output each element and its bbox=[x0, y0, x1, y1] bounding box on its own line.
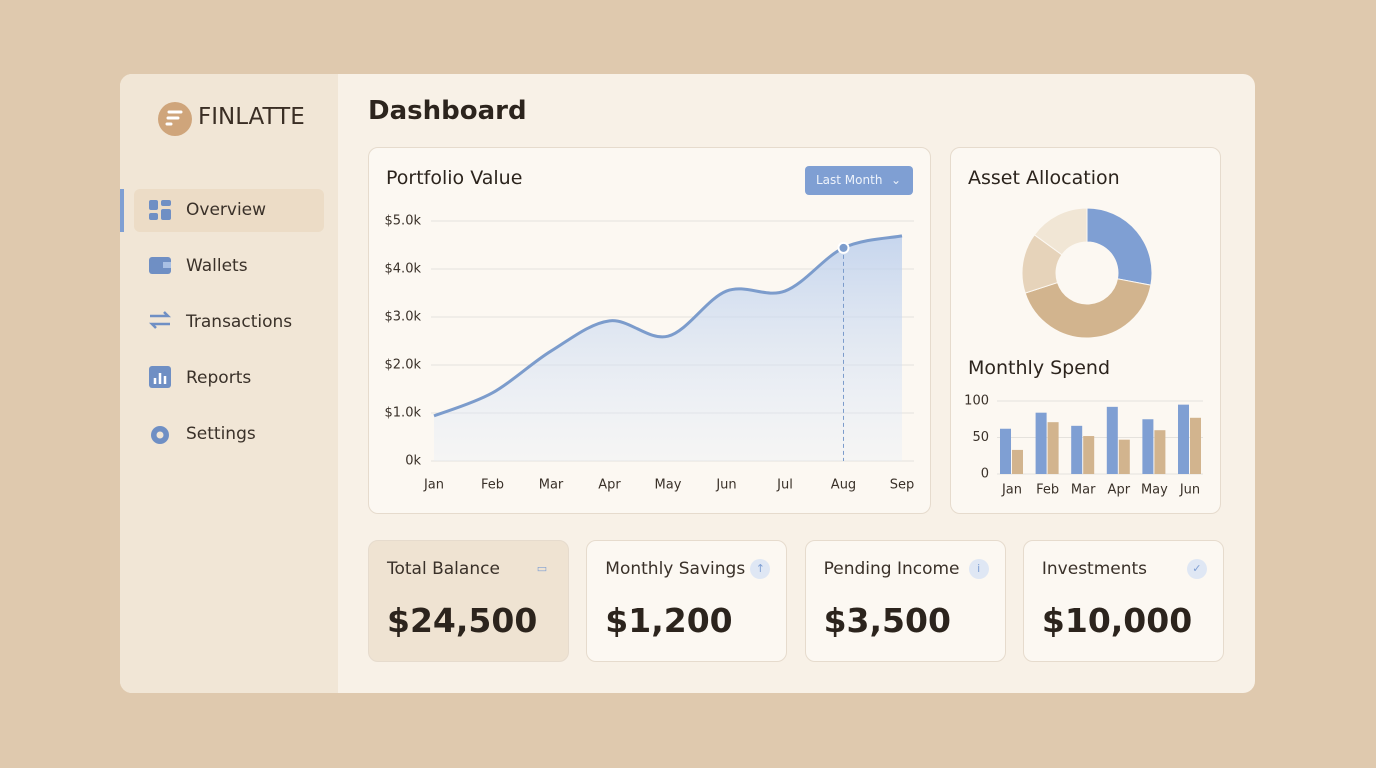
bar bbox=[1142, 419, 1154, 474]
side-charts: 0 50 100 Jan Feb Mar Apr May Jun bbox=[964, 207, 1203, 498]
allocation-card: Asset Allocation Monthly Spend 0 50 100 Jan… bbox=[950, 147, 1221, 514]
bar bbox=[1106, 406, 1118, 474]
y-tick-label: $4.0k bbox=[385, 262, 422, 277]
y-tick-label: 100 bbox=[964, 394, 989, 409]
nav-item[interactable]: Wallets bbox=[186, 256, 248, 276]
x-tick-label: Apr bbox=[1108, 483, 1131, 498]
kpi-value: $10,000 bbox=[1041, 601, 1193, 640]
bar bbox=[1190, 417, 1201, 474]
kpi-label: Total Balance bbox=[387, 559, 500, 579]
x-tick-label: Feb bbox=[1036, 483, 1059, 498]
pie-slice bbox=[1024, 278, 1152, 339]
bar bbox=[1071, 425, 1083, 474]
bar bbox=[1083, 436, 1095, 474]
app-window: FINLATTE Overview Wallets Transactions R… bbox=[120, 74, 1255, 693]
x-tick-label: Jun bbox=[1179, 483, 1200, 498]
brand: FINLATTE bbox=[198, 104, 305, 130]
kpi-icon: ✓ bbox=[1186, 559, 1207, 579]
bar bbox=[1047, 422, 1059, 474]
bar bbox=[1012, 449, 1023, 474]
card-title: Asset Allocation bbox=[968, 167, 1120, 189]
x-tick-label: Mar bbox=[1071, 483, 1096, 498]
x-tick-label: Mar bbox=[539, 478, 564, 493]
line bbox=[433, 234, 903, 418]
kpi-icon: ▭ bbox=[536, 562, 548, 575]
kpi-icon: ↑ bbox=[750, 559, 771, 579]
kpi-card: Investments $10,000 ✓ bbox=[1022, 540, 1224, 662]
logo bbox=[158, 102, 192, 136]
x-tick-label: May bbox=[655, 478, 682, 493]
kpi-value: $1,200 bbox=[605, 601, 733, 640]
x-tick-label: Jul bbox=[776, 478, 793, 493]
bar bbox=[1154, 430, 1166, 474]
y-tick-label: 50 bbox=[972, 430, 989, 445]
x-tick-label: Sep bbox=[890, 478, 915, 493]
kpi-card: Monthly Savings $1,200 ↑ bbox=[586, 540, 788, 662]
x-tick-label: Aug bbox=[831, 478, 856, 493]
nav-item[interactable]: Transactions bbox=[186, 312, 293, 332]
y-tick-label: $5.0k bbox=[385, 214, 422, 229]
x-tick-label: Jan bbox=[1001, 483, 1022, 498]
sidebar: FINLATTE Overview Wallets Transactions R… bbox=[120, 74, 338, 693]
dropdown-label: Last Month bbox=[816, 173, 883, 187]
y-tick-label: $3.0k bbox=[385, 310, 422, 325]
kpi-label: Pending Income bbox=[823, 559, 960, 579]
bar bbox=[1000, 428, 1011, 474]
nav-item[interactable]: Reports bbox=[186, 368, 252, 388]
active-indicator bbox=[120, 189, 124, 232]
x-tick-label: May bbox=[1141, 483, 1168, 498]
card-title: Monthly Spend bbox=[968, 357, 1111, 379]
kpi-label: Monthly Savings bbox=[605, 559, 746, 579]
x-tick-label: Jan bbox=[423, 478, 444, 493]
kpi-card: Total Balance $24,500 ▭ bbox=[368, 540, 569, 662]
area-fill bbox=[434, 235, 902, 461]
y-tick-label: 0 bbox=[981, 467, 989, 482]
x-tick-label: Jun bbox=[715, 478, 736, 493]
kpi-value: $24,500 bbox=[387, 601, 538, 640]
highlight-point bbox=[837, 241, 850, 254]
nav-item[interactable]: Settings bbox=[186, 424, 256, 444]
pie-slice bbox=[1033, 207, 1088, 256]
kpi-card: Pending Income $3,500 i bbox=[804, 540, 1006, 662]
y-tick-label: $1.0k bbox=[385, 406, 422, 421]
nav-icons bbox=[148, 200, 172, 444]
page-title: Dashboard bbox=[368, 96, 527, 126]
bar bbox=[1178, 404, 1189, 474]
x-tick-label: Apr bbox=[598, 478, 621, 493]
x-tick-label: Feb bbox=[481, 478, 504, 493]
bar bbox=[1118, 439, 1130, 474]
kpi-icon: i bbox=[968, 559, 989, 579]
y-tick-label: $2.0k bbox=[385, 358, 422, 373]
kpi-label: Investments bbox=[1041, 559, 1148, 579]
bar bbox=[1035, 412, 1047, 474]
kpi-value: $3,500 bbox=[823, 601, 951, 640]
dropdown-caret: ⌄ bbox=[890, 173, 901, 187]
line-chart: 0k $1.0k $2.0k $3.0k $4.0k $5.0k Jan Feb Mar Apr M… bbox=[385, 214, 915, 493]
period-dropdown[interactable]: Last Month ⌄ bbox=[805, 166, 913, 195]
portfolio-card: Portfolio Value Last Month ⌄ 0k $1.0k $2.0k… bbox=[368, 147, 931, 514]
pie-slice bbox=[1086, 207, 1153, 286]
card-title: Portfolio Value bbox=[386, 167, 523, 189]
y-tick-label: 0k bbox=[405, 454, 421, 469]
